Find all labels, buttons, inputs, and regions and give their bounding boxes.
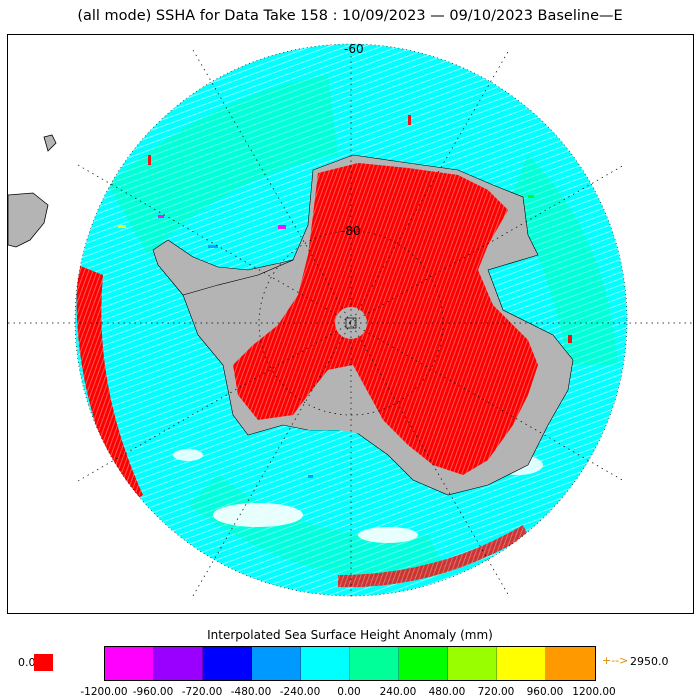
colorbar-tick-label: 1200.00 xyxy=(572,686,616,698)
south-america-landmass xyxy=(8,192,49,248)
colorbar-swatch xyxy=(399,647,448,680)
colorbar-title: Interpolated Sea Surface Height Anomaly … xyxy=(207,628,493,642)
colorbar-swatch xyxy=(105,647,154,680)
colorbar-swatch xyxy=(350,647,399,680)
zero-value-swatch xyxy=(34,654,53,671)
antarctic-peninsula xyxy=(152,239,294,296)
map-frame: -60 -80 xyxy=(7,34,694,614)
latitude-label-80: -80 xyxy=(341,224,361,238)
colorbar-tick-label: -480.00 xyxy=(230,686,272,698)
colorbar-swatch xyxy=(252,647,301,680)
colorbar-tick-label: 960.00 xyxy=(526,686,564,698)
overflow-arrow-icon: +--> xyxy=(602,654,629,667)
colorbar-tick-label: -960.00 xyxy=(132,686,174,698)
colorbar-tick-label: -240.00 xyxy=(279,686,321,698)
colorbar-swatch xyxy=(154,647,203,680)
zero-value-label: 0.0 xyxy=(18,656,36,669)
overflow-value-label: 2950.0 xyxy=(630,655,669,668)
colorbar-tick-label: 480.00 xyxy=(428,686,466,698)
colorbar-tick-label: 0.00 xyxy=(337,686,361,698)
pole-hole xyxy=(335,307,367,339)
colorbar xyxy=(104,646,596,681)
colorbar-tick-label: 720.00 xyxy=(477,686,515,698)
colorbar-swatch xyxy=(301,647,350,680)
latitude-label-60: -60 xyxy=(344,42,364,56)
colorbar-swatch xyxy=(448,647,497,680)
colorbar-swatch xyxy=(497,647,546,680)
graticule xyxy=(8,45,693,600)
colorbar-swatch xyxy=(203,647,252,680)
colorbar-tick-label: -1200.00 xyxy=(80,686,128,698)
colorbar-swatch xyxy=(546,647,595,680)
ice-anomaly-region xyxy=(233,163,538,475)
colorbar-tick-label: -720.00 xyxy=(181,686,223,698)
ice-shelf-gap xyxy=(308,365,383,435)
falklands-landmass xyxy=(43,134,57,152)
map-title: (all mode) SSHA for Data Take 158 : 10/0… xyxy=(77,8,623,24)
polar-map: -60 -80 xyxy=(8,42,693,600)
colorbar-tick-label: 240.00 xyxy=(379,686,417,698)
map-boundary-circle xyxy=(74,43,628,597)
